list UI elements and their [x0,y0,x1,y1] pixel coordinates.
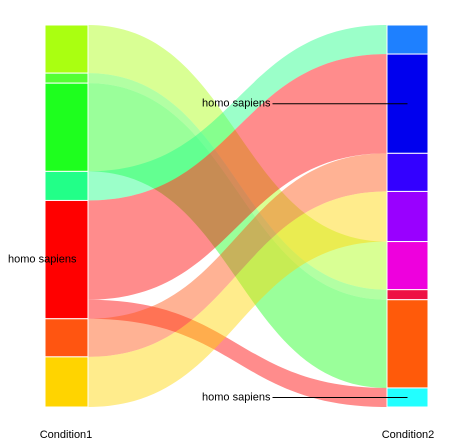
link [88,25,387,290]
node [386,299,429,389]
node [44,318,89,358]
axis-label: Condition2 [382,429,435,441]
node-label: homo sapiens [202,391,271,403]
node [386,24,429,55]
link [88,54,387,300]
node-label: homo sapiens [8,254,77,266]
link [88,153,387,357]
node [44,170,89,201]
node [44,82,89,172]
node-label: homo sapiens [202,98,271,110]
node [44,356,89,408]
node [44,72,89,84]
axis-label: Condition1 [40,429,93,441]
link [88,25,387,201]
link [88,73,387,300]
node [386,241,429,291]
node [44,24,89,74]
node [386,190,429,243]
link [88,83,387,388]
node [386,289,429,301]
node [386,152,429,192]
link [88,191,387,407]
links [88,25,387,407]
link [88,299,387,407]
